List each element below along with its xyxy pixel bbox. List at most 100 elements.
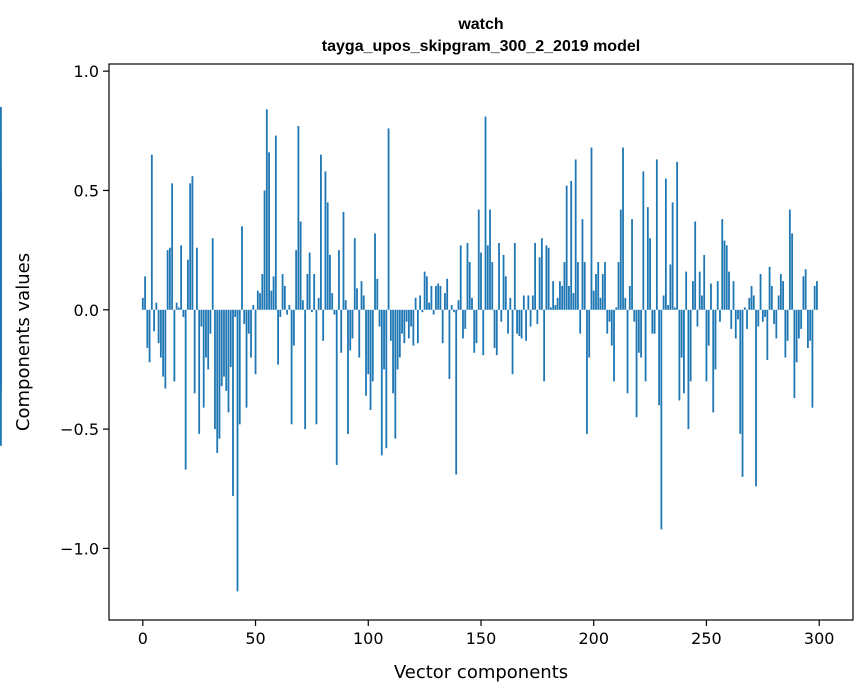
bar-76 — [313, 273, 316, 310]
bar-191 — [572, 293, 575, 310]
bar-137 — [450, 305, 453, 310]
bar-45 — [243, 309, 246, 325]
bar-236 — [673, 307, 676, 310]
bar-156 — [493, 309, 496, 348]
bar-161 — [504, 276, 507, 310]
bar-0 — [141, 297, 144, 310]
bar-165 — [513, 242, 516, 310]
bar-undefined — [0, 195, 2, 310]
bar-38 — [227, 309, 230, 413]
bar-86 — [335, 309, 338, 465]
bar-128 — [430, 285, 433, 310]
bar-259 — [725, 245, 728, 310]
y-tick-label: −0.5 — [60, 420, 99, 439]
bar-150 — [480, 252, 482, 310]
bar-282 — [777, 295, 780, 310]
y-tick-label: 0.5 — [74, 181, 99, 200]
bar-207 — [608, 309, 611, 322]
bar-209 — [613, 309, 615, 382]
bar-115 — [401, 309, 403, 334]
bar-184 — [556, 297, 559, 310]
bar-22 — [191, 176, 194, 310]
bar-30 — [209, 309, 212, 334]
bar-51 — [256, 290, 259, 310]
bar-299 — [816, 281, 818, 310]
bar-173 — [531, 295, 534, 310]
bar-230 — [660, 309, 663, 530]
bar-64 — [286, 309, 289, 315]
bar-190 — [570, 180, 573, 310]
bar-11 — [166, 250, 169, 310]
bar-179 — [545, 245, 548, 310]
bar-174 — [534, 242, 537, 310]
bar-290 — [795, 309, 798, 363]
bar-89 — [342, 211, 345, 310]
bar-261 — [730, 309, 733, 329]
bar-254 — [714, 309, 717, 370]
bar-138 — [453, 309, 455, 313]
bar-series — [0, 106, 818, 592]
bar-67 — [292, 309, 295, 346]
bar-295 — [807, 309, 809, 348]
bar-176 — [538, 257, 541, 310]
bar-202 — [597, 262, 600, 310]
bar-94 — [353, 238, 356, 310]
bar-140 — [457, 300, 460, 310]
bar-275 — [761, 309, 764, 322]
bar-169 — [522, 295, 525, 310]
bar-149 — [477, 209, 480, 310]
bar-5 — [153, 309, 155, 332]
bar-151 — [482, 309, 485, 356]
bar-9 — [162, 309, 165, 377]
bar-186 — [561, 285, 564, 310]
bar-81 — [324, 171, 327, 310]
bar-50 — [254, 309, 257, 375]
bar-205 — [604, 262, 606, 310]
bar-42 — [236, 309, 239, 592]
bar-265 — [739, 309, 742, 434]
bar-281 — [775, 309, 778, 339]
bar-153 — [486, 245, 489, 310]
bar-85 — [333, 309, 336, 315]
bar-258 — [723, 240, 726, 310]
bar-92 — [349, 309, 352, 351]
bar-62 — [281, 273, 284, 310]
bar-293 — [802, 276, 805, 310]
bar-232 — [664, 178, 667, 310]
bar-199 — [590, 147, 593, 310]
bar-48 — [250, 309, 252, 358]
x-tick-label: 200 — [578, 629, 609, 648]
bar-2 — [146, 309, 149, 348]
bar-109 — [387, 128, 390, 310]
bar-206 — [606, 309, 609, 334]
bar-122 — [416, 309, 419, 344]
bar-241 — [685, 271, 688, 310]
bar-237 — [676, 161, 679, 310]
x-tick-label: 150 — [466, 629, 497, 648]
bar-187 — [563, 262, 566, 310]
bar-75 — [311, 309, 313, 313]
bar-105 — [378, 309, 381, 327]
bar-224 — [646, 207, 649, 310]
bar-119 — [410, 309, 413, 327]
bar-147 — [473, 309, 476, 353]
bar-271 — [752, 295, 755, 310]
bar-243 — [689, 309, 692, 382]
bar-220 — [637, 309, 640, 353]
bar-158 — [498, 242, 500, 310]
bar-130 — [435, 285, 437, 310]
bar-159 — [500, 309, 503, 322]
bar-146 — [471, 297, 473, 310]
bar-168 — [520, 309, 523, 339]
chart-subtitle: tayga_upos_skipgram_300_2_2019 model — [322, 38, 640, 55]
bar-227 — [653, 309, 656, 334]
bar-96 — [358, 309, 361, 358]
bar-286 — [786, 309, 789, 341]
bar-139 — [455, 309, 458, 475]
bar-28 — [205, 309, 207, 358]
bar-15 — [175, 302, 178, 310]
bar-166 — [516, 309, 518, 334]
bar-114 — [398, 309, 401, 358]
bar-253 — [712, 309, 715, 413]
